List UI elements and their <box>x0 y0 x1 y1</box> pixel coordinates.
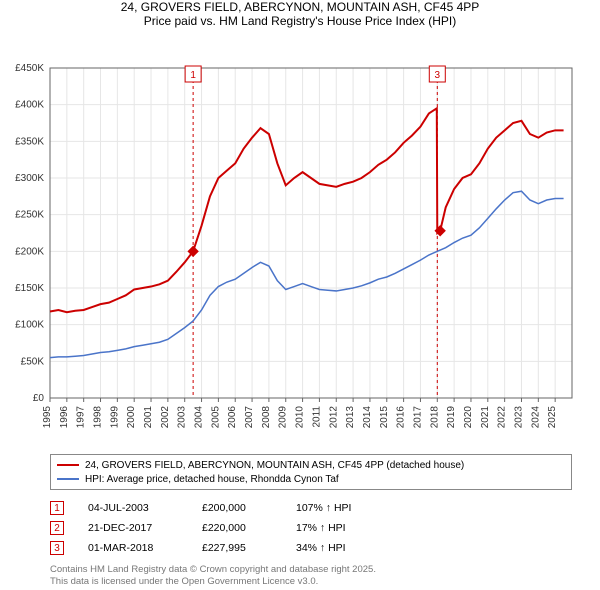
x-tick-label: 2023 <box>513 406 524 429</box>
y-tick-label: £50K <box>21 356 45 367</box>
y-tick-label: £350K <box>15 136 44 147</box>
footnote-line1: Contains HM Land Registry data © Crown c… <box>50 564 572 576</box>
y-tick-label: £400K <box>15 100 44 111</box>
y-tick-label: £200K <box>15 246 44 257</box>
sale-price: £227,995 <box>202 542 272 554</box>
x-tick-label: 2022 <box>497 406 508 429</box>
x-tick-label: 1999 <box>109 406 120 429</box>
footnote-line2: This data is licensed under the Open Gov… <box>50 576 572 588</box>
sales-table: 1 04-JUL-2003 £200,000 107% ↑ HPI 2 21-DEC-20… <box>50 498 572 558</box>
sale-date: 21-DEC-2017 <box>88 522 178 534</box>
y-tick-label: £450K <box>15 63 44 74</box>
x-tick-label: 1998 <box>93 406 104 429</box>
legend-row: HPI: Average price, detached house, Rhon… <box>57 472 565 486</box>
price-chart: £0 £50K £100K £150K £200K £250K £300K £350K £400… <box>0 28 600 448</box>
sales-row: 3 01-MAR-2018 £227,995 34% ↑ HPI <box>50 538 572 558</box>
sale-index-badge: 1 <box>50 501 64 515</box>
x-tick-label: 1996 <box>59 406 70 429</box>
x-tick-label: 2015 <box>379 406 390 429</box>
x-tick-label: 2001 <box>143 406 154 429</box>
sale-price: £220,000 <box>202 522 272 534</box>
x-tick-label: 2014 <box>362 406 373 429</box>
x-tick-label: 2017 <box>412 406 423 429</box>
sales-row: 2 21-DEC-2017 £220,000 17% ↑ HPI <box>50 518 572 538</box>
sales-row: 1 04-JUL-2003 £200,000 107% ↑ HPI <box>50 498 572 518</box>
x-tick-label: 2025 <box>547 406 558 429</box>
legend: 24, GROVERS FIELD, ABERCYNON, MOUNTAIN A… <box>50 454 572 490</box>
x-tick-label: 2004 <box>194 406 205 429</box>
legend-swatch <box>57 478 79 480</box>
x-tick-label: 2009 <box>278 406 289 429</box>
x-tick-label: 2005 <box>210 406 221 429</box>
sale-date: 01-MAR-2018 <box>88 542 178 554</box>
x-tick-label: 1995 <box>42 406 53 429</box>
legend-label: 24, GROVERS FIELD, ABERCYNON, MOUNTAIN A… <box>85 460 464 471</box>
legend-swatch <box>57 464 79 466</box>
y-tick-label: £150K <box>15 283 44 294</box>
sale-pct: 17% ↑ HPI <box>296 522 386 534</box>
series-price_paid <box>50 108 564 312</box>
x-tick-label: 2018 <box>429 406 440 429</box>
y-tick-label: £250K <box>15 210 44 221</box>
x-tick-label: 2010 <box>295 406 306 429</box>
y-tick-label: £100K <box>15 320 44 331</box>
x-tick-label: 2019 <box>446 406 457 429</box>
x-tick-label: 2006 <box>227 406 238 429</box>
y-tick-label: £300K <box>15 173 44 184</box>
x-tick-label: 2013 <box>345 406 356 429</box>
sale-date: 04-JUL-2003 <box>88 502 178 514</box>
y-tick-label: £0 <box>33 393 45 404</box>
x-tick-label: 2003 <box>177 406 188 429</box>
legend-row: 24, GROVERS FIELD, ABERCYNON, MOUNTAIN A… <box>57 458 565 472</box>
x-tick-label: 2024 <box>530 406 541 429</box>
footnote: Contains HM Land Registry data © Crown c… <box>50 564 572 588</box>
series-hpi <box>50 191 564 357</box>
x-tick-label: 2000 <box>126 406 137 429</box>
x-tick-label: 2020 <box>463 406 474 429</box>
chart-title-line2: Price paid vs. HM Land Registry's House … <box>0 14 600 28</box>
flag-label: 1 <box>190 70 196 81</box>
chart-title-line1: 24, GROVERS FIELD, ABERCYNON, MOUNTAIN A… <box>0 0 600 14</box>
x-tick-label: 2021 <box>480 406 491 429</box>
sale-index-badge: 3 <box>50 541 64 555</box>
x-tick-label: 2012 <box>328 406 339 429</box>
x-tick-label: 2008 <box>261 406 272 429</box>
sale-pct: 34% ↑ HPI <box>296 542 386 554</box>
flag-label: 3 <box>435 70 441 81</box>
x-tick-label: 2016 <box>396 406 407 429</box>
x-tick-label: 1997 <box>76 406 87 429</box>
sale-index-badge: 2 <box>50 521 64 535</box>
x-tick-label: 2007 <box>244 406 255 429</box>
sale-pct: 107% ↑ HPI <box>296 502 386 514</box>
sale-price: £200,000 <box>202 502 272 514</box>
legend-label: HPI: Average price, detached house, Rhon… <box>85 474 339 485</box>
x-tick-label: 2011 <box>311 406 322 428</box>
x-tick-label: 2002 <box>160 406 171 429</box>
